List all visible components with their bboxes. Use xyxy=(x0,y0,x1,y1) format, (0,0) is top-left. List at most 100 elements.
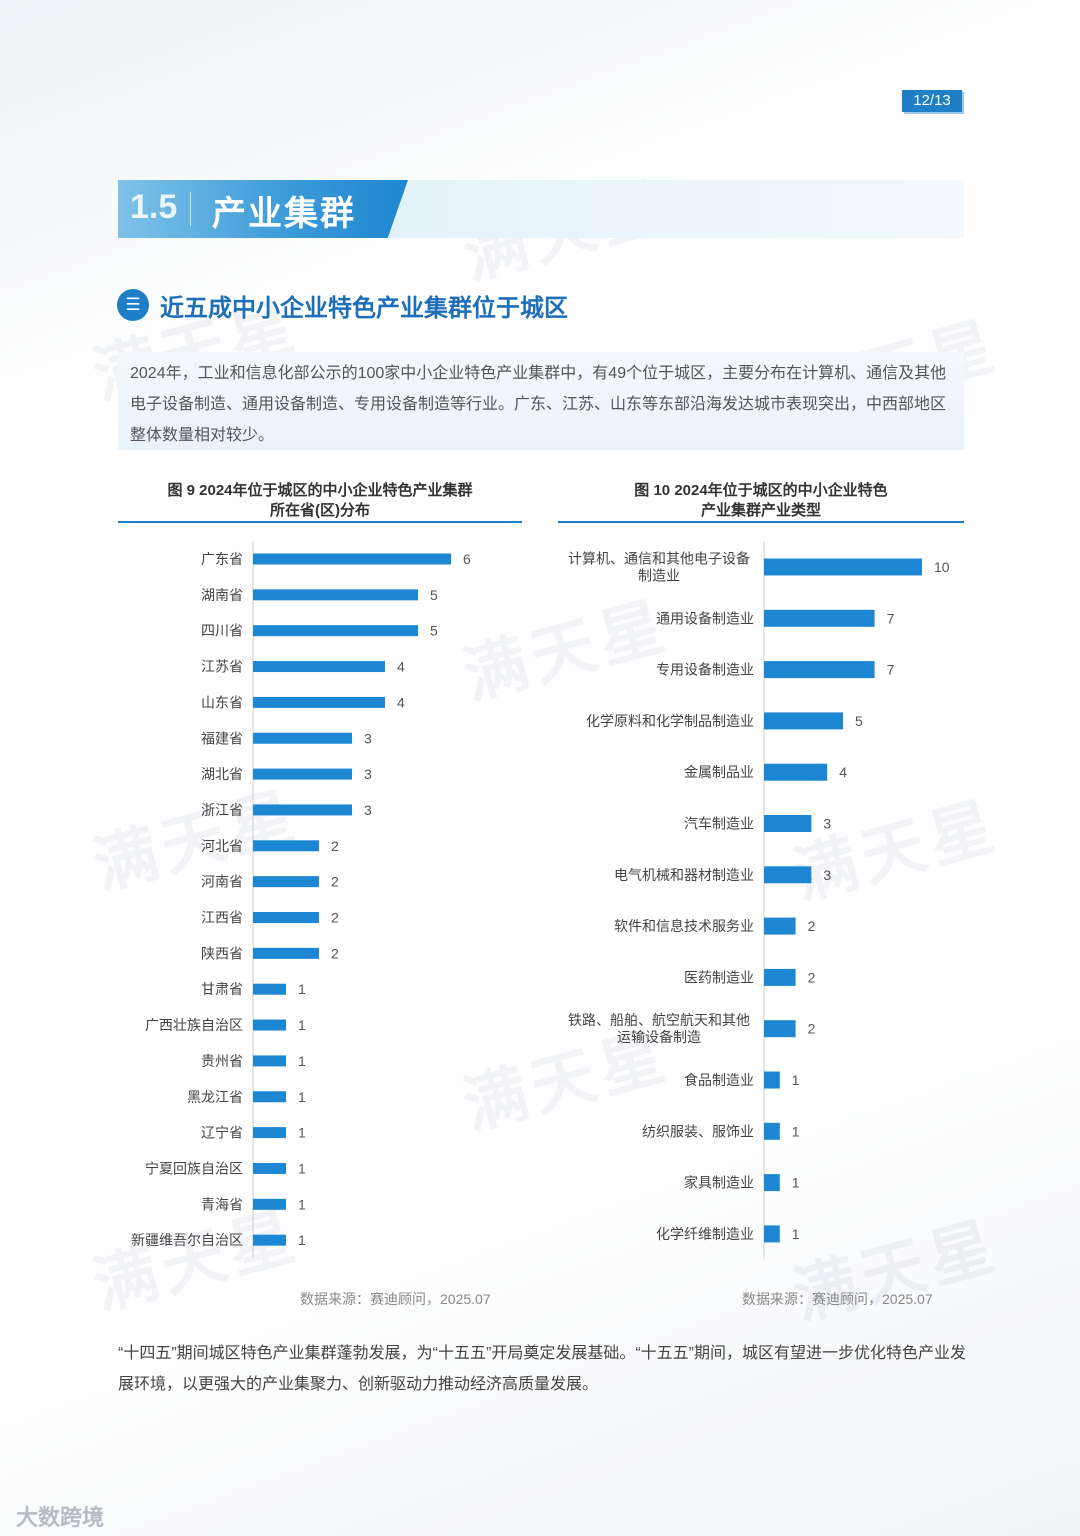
chart1-category-label: 贵州省 xyxy=(201,1053,243,1069)
chart1-category-label: 山东省 xyxy=(201,694,243,710)
chart1-bar xyxy=(253,1091,286,1103)
chart2-category-label: 化学纤维制造业 xyxy=(656,1226,754,1242)
chart1-category-label: 新疆维吾尔自治区 xyxy=(131,1232,243,1248)
section-divider xyxy=(190,192,191,226)
chart1-value-label: 5 xyxy=(430,587,438,603)
chart1-value-label: 1 xyxy=(298,981,306,997)
chart1-bar xyxy=(253,912,319,923)
footer-logo: 大数跨境 xyxy=(16,1505,105,1530)
chart1-bar xyxy=(253,553,451,565)
chart2-value-label: 7 xyxy=(887,662,895,678)
chart2-bar xyxy=(764,712,843,730)
chart2-bar xyxy=(764,609,875,627)
page-number: 12/13 xyxy=(902,90,962,112)
chart1-bar xyxy=(253,947,319,959)
chart2-bar xyxy=(764,1122,780,1140)
chart1-bar xyxy=(253,1162,286,1174)
chart1-category-label: 宁夏回族自治区 xyxy=(145,1160,243,1176)
chart2-value-label: 2 xyxy=(808,918,816,934)
chart1-value-label: 4 xyxy=(397,694,405,710)
chart1-bar xyxy=(253,661,385,673)
chart2-bar xyxy=(764,763,828,781)
chart2-category-label: 金属制品业 xyxy=(684,764,754,780)
chart1-value-label: 1 xyxy=(298,1017,306,1033)
chart1-category-label: 湖北省 xyxy=(201,766,243,782)
chart2-bar xyxy=(764,558,922,576)
chart2-category-label: 医药制造业 xyxy=(684,969,754,985)
chart2-rule xyxy=(558,521,964,523)
layers-icon: ☰ xyxy=(117,289,149,321)
chart1-bar xyxy=(253,1234,286,1246)
chart2-category-label: 家具制造业 xyxy=(684,1175,754,1191)
chart1-category-label: 青海省 xyxy=(201,1196,243,1212)
chart1-source: 数据来源：赛迪顾问，2025.07 xyxy=(300,1291,491,1307)
chart1-category-label: 福建省 xyxy=(201,730,243,746)
chart2-category-label: 汽车制造业 xyxy=(684,816,754,832)
subsection-title: 近五成中小企业特色产业集群位于城区 xyxy=(160,295,568,322)
section-number: 1.5 xyxy=(130,188,178,226)
section-header-tab xyxy=(118,180,408,238)
chart2-category-label: 电气机械和器材制造业 xyxy=(614,867,754,883)
chart1-value-label: 3 xyxy=(364,730,372,746)
chart1-title-line2: 所在省(区)分布 xyxy=(270,502,370,519)
chart1-value-label: 2 xyxy=(331,910,339,926)
chart1-value-label: 1 xyxy=(298,1160,306,1176)
chart1-value-label: 2 xyxy=(331,945,339,961)
chart1-category-label: 广东省 xyxy=(201,551,243,567)
conclusion-text: “十四五”期间城区特色产业集群蓬勃发展，为“十五五”开局奠定发展基础。“十五五”… xyxy=(118,1345,966,1393)
chart1-category-label: 湖南省 xyxy=(201,587,243,603)
chart1-value-label: 4 xyxy=(397,659,405,675)
chart1-value-label: 1 xyxy=(298,1125,306,1141)
chart2-category-label: 计算机、通信和其他电子设备 xyxy=(568,551,750,567)
chart2-bar xyxy=(764,968,796,986)
chart1-category-label: 四川省 xyxy=(201,623,243,639)
chart2-value-label: 10 xyxy=(934,559,950,575)
chart1-bar xyxy=(253,625,418,637)
chart2-bar xyxy=(764,1071,780,1089)
chart1-bar xyxy=(253,1127,286,1139)
chart2-bar xyxy=(764,815,812,832)
chart1-category-label: 辽宁省 xyxy=(201,1125,243,1141)
chart2-category-label: 通用设备制造业 xyxy=(656,610,754,626)
section-title: 产业集群 xyxy=(212,195,356,233)
chart1-bar xyxy=(253,876,319,888)
chart1-bar xyxy=(253,1019,286,1031)
chart2-category-label: 软件和信息技术服务业 xyxy=(614,918,754,934)
chart2-category-label: 化学原料和化学制品制造业 xyxy=(586,713,754,729)
chart2-value-label: 2 xyxy=(808,969,816,985)
chart2-category-label: 纺织服装、服饰业 xyxy=(642,1123,754,1139)
chart1-value-label: 2 xyxy=(331,874,339,890)
chart2-value-label: 3 xyxy=(823,816,831,832)
chart2-title-line2: 产业集群产业类型 xyxy=(700,502,821,519)
intro-box: 2024年，工业和信息化部公示的100家中小企业特色产业集群中，有49个位于城区… xyxy=(118,352,964,450)
chart1-title: 图 9 2024年位于城区的中小企业特色产业集群 所在省(区)分布 xyxy=(118,481,522,521)
chart1-category-label: 浙江省 xyxy=(201,802,243,818)
chart2-value-label: 1 xyxy=(792,1072,800,1088)
chart2-value-label: 1 xyxy=(792,1175,800,1191)
chart2-value-label: 1 xyxy=(792,1123,800,1139)
chart1-bar xyxy=(253,983,286,995)
chart2-category-label: 专用设备制造业 xyxy=(656,662,754,678)
chart1-category-label: 陕西省 xyxy=(201,945,243,961)
chart1-value-label: 2 xyxy=(331,838,339,854)
chart2-value-label: 3 xyxy=(823,867,831,883)
chart1-rule xyxy=(118,521,522,523)
chart2-value-label: 1 xyxy=(792,1226,800,1242)
chart1-bar xyxy=(253,768,352,780)
chart2-bar xyxy=(764,1020,796,1038)
chart1-value-label: 3 xyxy=(364,766,372,782)
chart1-category-label: 甘肃省 xyxy=(201,981,243,997)
chart2-category-label: 铁路、船舶、航空航天和其他 xyxy=(568,1012,750,1028)
intro-text: 2024年，工业和信息化部公示的100家中小企业特色产业集群中，有49个位于城区… xyxy=(130,365,947,444)
chart2-value-label: 5 xyxy=(855,713,863,729)
chart2-title: 图 10 2024年位于城区的中小企业特色 产业集群产业类型 xyxy=(558,481,964,521)
chart1-category-label: 黑龙江省 xyxy=(187,1089,243,1105)
chart1-category-label: 江苏省 xyxy=(201,659,243,675)
chart1-bar xyxy=(253,840,319,852)
chart2-bar xyxy=(764,1174,780,1192)
chart1-category-label: 江西省 xyxy=(201,910,243,926)
chart1-category-label: 河北省 xyxy=(201,838,243,854)
chart1-value-label: 6 xyxy=(463,551,471,567)
chart2-source: 数据来源：赛迪顾问，2025.07 xyxy=(742,1291,933,1307)
